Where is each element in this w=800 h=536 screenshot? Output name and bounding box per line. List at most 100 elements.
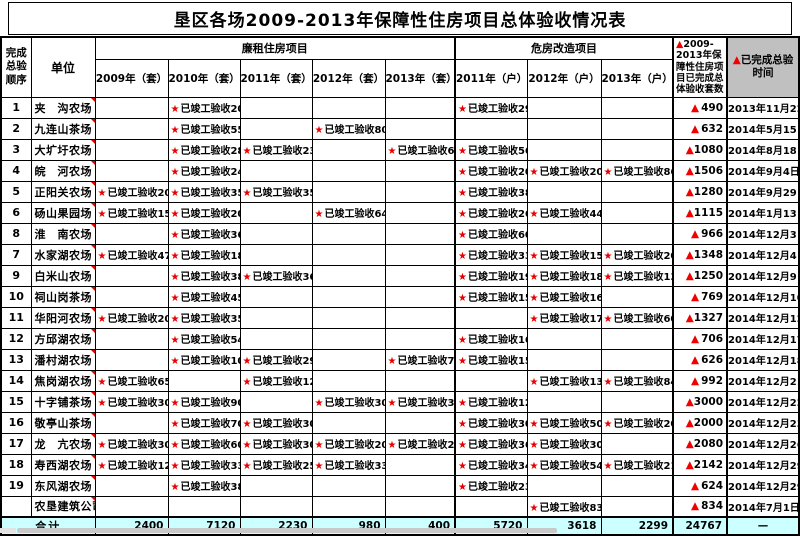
star-icon: ★ xyxy=(242,356,252,367)
value-cell-t2011 xyxy=(239,285,313,308)
value-cell-t2013 xyxy=(384,495,456,518)
table-row: 3大圹圩农场★已竣工验收280★已竣工验收234★已竣工验收6★已竣工验收560… xyxy=(0,138,800,161)
star-icon: ★ xyxy=(529,377,539,388)
scrollbar-corner xyxy=(0,528,16,533)
completed-acceptance-text: 已竣工验收216 xyxy=(613,461,672,472)
star-icon: ★ xyxy=(170,482,180,493)
completed-acceptance-text: 已竣工验收600 xyxy=(467,230,526,241)
row-total-cell: ▲1506 xyxy=(672,159,728,182)
value-cell-t2013: ★已竣工验收74 xyxy=(384,348,456,371)
value-cell-t2013 xyxy=(384,96,456,119)
star-icon: ★ xyxy=(170,419,180,430)
value-cell-t2013 xyxy=(384,369,456,392)
table-row: 11华阳河农场★已竣工验收200★已竣工验收353★已竣工验收174★已竣工验收… xyxy=(0,306,800,329)
horizontal-scrollbar-thumb[interactable] xyxy=(17,528,557,533)
value-cell-t2011: ★已竣工验收296 xyxy=(239,348,313,371)
completed-acceptance-text: 已竣工验收234 xyxy=(252,146,311,157)
order-cell xyxy=(0,495,32,518)
row-total-value: 2142 xyxy=(693,458,724,471)
star-icon: ★ xyxy=(458,209,467,220)
star-icon: ★ xyxy=(314,125,324,136)
red-triangle-icon: ▲ xyxy=(685,311,694,324)
star-icon: ★ xyxy=(603,377,613,388)
value-cell-t2010: ★已竣工验收450 xyxy=(167,285,241,308)
row-total-value: 1506 xyxy=(693,164,724,177)
row-total-value: 626 xyxy=(701,353,724,366)
star-icon: ★ xyxy=(314,440,324,451)
value-cell-h2011: ★已竣工验收150 xyxy=(454,285,528,308)
star-icon: ★ xyxy=(603,167,613,178)
value-cell-t2012: ★已竣工验收64 xyxy=(311,201,386,224)
value-cell-h2011 xyxy=(454,306,528,329)
header-year-2013h: 2013年（户） xyxy=(600,58,674,98)
order-cell: 18 xyxy=(0,453,32,476)
value-cell-h2012: ★已竣工验收300 xyxy=(526,432,602,455)
star-icon: ★ xyxy=(170,209,180,220)
header-date-label: 已完成总验时间 xyxy=(740,54,794,80)
red-triangle-icon: ▲ xyxy=(690,290,700,303)
value-cell-t2013 xyxy=(384,159,456,182)
value-cell-h2013 xyxy=(600,180,674,203)
value-cell-t2009 xyxy=(94,222,169,245)
star-icon: ★ xyxy=(170,440,180,451)
header-year-2011t: 2011年（套） xyxy=(239,58,313,98)
row-total-value: 1250 xyxy=(693,269,724,282)
value-cell-h2012: ★已竣工验收540 xyxy=(526,453,602,476)
value-cell-t2010: ★已竣工验收330 xyxy=(167,453,241,476)
star-icon: ★ xyxy=(458,398,467,409)
red-triangle-icon: ▲ xyxy=(690,101,700,114)
red-triangle-icon: ▲ xyxy=(690,374,700,387)
header-year-2011h: 2011年（户） xyxy=(454,58,528,98)
value-cell-t2012: ★已竣工验收336 xyxy=(311,453,386,476)
completed-acceptance-text: 已竣工验收330 xyxy=(180,461,239,472)
completion-date-cell: 2014年12月3日 xyxy=(726,222,800,245)
value-cell-t2013 xyxy=(384,453,456,476)
completed-acceptance-text: 已竣工验收133 xyxy=(613,272,672,283)
star-icon: ★ xyxy=(97,440,107,451)
completion-date-cell: 2014年12月29日 xyxy=(726,453,800,476)
value-cell-h2011: ★已竣工验收600 xyxy=(454,222,528,245)
unit-cell: 九连山茶场 xyxy=(30,117,96,140)
completed-acceptance-text: 已竣工验收130 xyxy=(539,377,600,388)
row-total-cell: ▲3000 xyxy=(672,390,728,413)
completion-date-cell: 2014年12月21日 xyxy=(726,369,800,392)
row-total-value: 2080 xyxy=(693,437,724,450)
value-cell-h2011: ★已竣工验收560 xyxy=(454,138,528,161)
completion-date-cell: 2014年12月29日 xyxy=(726,474,800,497)
value-cell-t2013 xyxy=(384,285,456,308)
value-cell-h2012 xyxy=(526,117,602,140)
completed-acceptance-text: 已竣工验收200 xyxy=(324,440,384,451)
row-total-cell: ▲ 624 xyxy=(672,474,728,497)
unit-cell: 华阳河农场 xyxy=(30,306,96,329)
value-cell-t2011: ★已竣工验收367 xyxy=(239,264,313,287)
star-icon: ★ xyxy=(170,356,180,367)
order-cell: 3 xyxy=(0,138,32,161)
completed-acceptance-text: 已竣工验收600 xyxy=(180,440,239,451)
value-cell-t2009 xyxy=(94,117,169,140)
table-row: 6砀山果园场★已竣工验收150★已竣工验收200★已竣工验收64★已竣工验收26… xyxy=(0,201,800,224)
star-icon: ★ xyxy=(242,188,252,199)
value-cell-h2012 xyxy=(526,390,602,413)
value-cell-t2012 xyxy=(311,222,386,245)
star-icon: ★ xyxy=(242,377,252,388)
completed-acceptance-text: 已竣工验收834 xyxy=(539,502,600,514)
unit-cell: 皖 河农场 xyxy=(30,159,96,182)
unit-cell: 正阳关农场 xyxy=(30,180,96,203)
row-total-value: 490 xyxy=(701,101,724,114)
value-cell-t2013: ★已竣工验收6 xyxy=(384,138,456,161)
star-icon: ★ xyxy=(458,104,467,115)
order-cell: 9 xyxy=(0,264,32,287)
completed-acceptance-text: 已竣工验收6 xyxy=(397,146,455,157)
header-year-2010t: 2010年（套） xyxy=(167,58,241,98)
value-cell-h2012 xyxy=(526,180,602,203)
star-icon: ★ xyxy=(387,146,397,157)
value-cell-t2012 xyxy=(311,411,386,434)
star-icon: ★ xyxy=(314,209,324,220)
value-cell-h2011: ★已竣工验收290 xyxy=(454,96,528,119)
value-cell-t2009 xyxy=(94,138,169,161)
value-cell-t2010: ★已竣工验收100 xyxy=(167,348,241,371)
row-total-cell: ▲ 632 xyxy=(672,117,728,140)
header-total-label: 2009-2013年保障性住房项目已完成总体验收套数 xyxy=(676,39,724,96)
value-cell-h2011: ★已竣工验收238 xyxy=(454,474,528,497)
